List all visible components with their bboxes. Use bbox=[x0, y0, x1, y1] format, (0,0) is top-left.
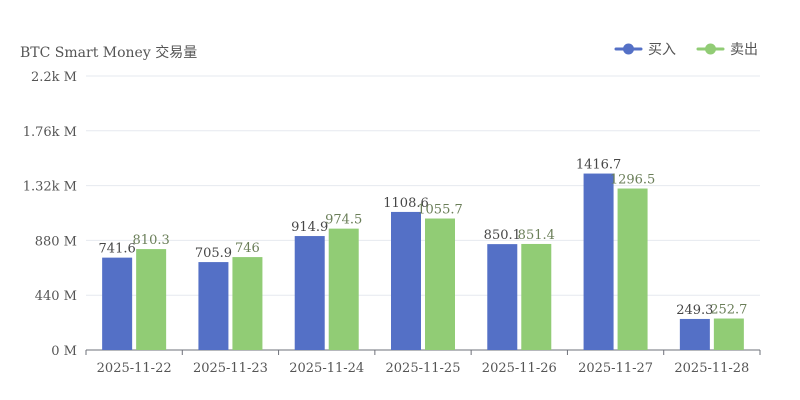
x-tick-label: 2025-11-28 bbox=[674, 361, 749, 376]
y-tick-label: 2.2k M bbox=[31, 70, 77, 85]
data-label: 249.3 bbox=[676, 303, 713, 318]
y-tick-label: 0 M bbox=[51, 344, 77, 359]
data-label: 1296.5 bbox=[610, 173, 656, 188]
data-label: 741.6 bbox=[99, 242, 136, 257]
data-label: 851.4 bbox=[518, 228, 555, 243]
grid-layer bbox=[86, 75, 760, 296]
x-tick-label: 2025-11-25 bbox=[386, 361, 461, 376]
x-tick-label: 2025-11-24 bbox=[289, 361, 364, 376]
bar[interactable] bbox=[102, 257, 133, 350]
bar[interactable] bbox=[232, 257, 263, 350]
chart-title: BTC Smart Money 交易量 bbox=[20, 44, 197, 61]
legend[interactable]: 买入 卖出 bbox=[614, 42, 758, 58]
data-labels: 741.6 705.9 914.9 1108.6 850.1 1416.7 249.3 810… bbox=[99, 158, 748, 318]
data-label: 252.7 bbox=[710, 303, 747, 318]
y-tick-label: 440 M bbox=[35, 289, 77, 304]
bar[interactable] bbox=[136, 249, 167, 350]
bar[interactable] bbox=[328, 228, 359, 350]
legend-label: 买入 bbox=[648, 42, 676, 58]
bar[interactable] bbox=[713, 318, 744, 350]
data-label: 1416.7 bbox=[576, 158, 622, 173]
data-label: 810.3 bbox=[133, 233, 170, 248]
legend-item[interactable]: 卖出 bbox=[696, 42, 758, 58]
bar[interactable] bbox=[679, 318, 710, 350]
bars bbox=[102, 173, 744, 350]
bar[interactable] bbox=[521, 243, 552, 350]
y-tick-label: 1.76k M bbox=[23, 125, 77, 140]
y-tick-label: 880 M bbox=[35, 234, 77, 249]
data-label: 974.5 bbox=[325, 213, 362, 228]
bar[interactable] bbox=[425, 218, 455, 350]
legend-label: 卖出 bbox=[730, 42, 758, 58]
legend-dot-icon bbox=[705, 43, 716, 55]
bar[interactable] bbox=[198, 262, 229, 350]
bar[interactable] bbox=[487, 244, 518, 350]
x-axis: 2025-11-22 2025-11-23 2025-11-24 2025-11-25… bbox=[85, 349, 761, 376]
data-label: 746 bbox=[235, 241, 260, 256]
y-tick-label: 1.32k M bbox=[23, 180, 77, 195]
data-label: 850.1 bbox=[484, 228, 521, 243]
legend-item[interactable]: 买入 bbox=[614, 42, 676, 58]
bar[interactable] bbox=[617, 188, 648, 350]
data-label: 1108.6 bbox=[383, 196, 429, 211]
x-tick-label: 2025-11-27 bbox=[578, 361, 653, 376]
data-label: 914.9 bbox=[291, 220, 328, 235]
data-label: 705.9 bbox=[195, 246, 232, 261]
x-tick-label: 2025-11-26 bbox=[482, 361, 557, 376]
x-tick-label: 2025-11-22 bbox=[97, 361, 172, 376]
legend-dot-icon bbox=[623, 43, 634, 55]
bar[interactable] bbox=[583, 173, 614, 350]
x-tick-label: 2025-11-23 bbox=[193, 361, 268, 376]
bar[interactable] bbox=[294, 236, 325, 350]
bar[interactable] bbox=[391, 211, 421, 350]
y-axis: 0 M 440 M 880 M 1.32k M 1.76k M 2.2k M bbox=[23, 70, 77, 359]
data-label: 1055.7 bbox=[417, 203, 463, 218]
